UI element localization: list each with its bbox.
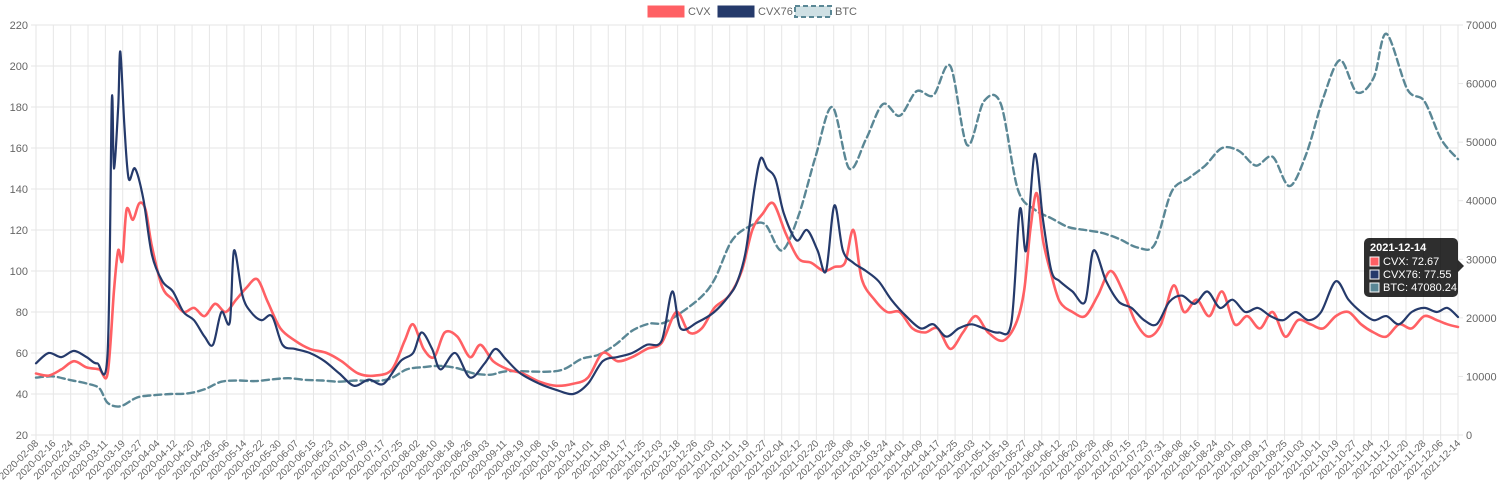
legend-swatch-btc	[794, 5, 832, 18]
tooltip-line: BTC: 47080.24	[1383, 282, 1457, 294]
y-left-tick-label: 180	[10, 102, 28, 114]
legend-item-btc: BTC	[794, 5, 857, 18]
tooltip-title: 2021-12-14	[1370, 242, 1427, 254]
y-right-tick-label: 0	[1466, 430, 1472, 442]
y-right-tick-label: 20000	[1466, 313, 1497, 325]
tooltip-swatch	[1369, 256, 1380, 267]
y-right-tick-label: 50000	[1466, 137, 1497, 149]
y-axis-right: 0 10000 20000 30000 40000 50000 60000 70000	[1466, 20, 1497, 442]
y-left-tick-label: 60	[16, 348, 28, 360]
series-line-cvx76	[34, 50, 1460, 396]
tooltip-line: CVX76: 77.55	[1383, 269, 1452, 281]
y-left-tick-label: 20	[16, 430, 28, 442]
tooltip-swatch	[1369, 282, 1380, 293]
legend-swatch-cvx76	[717, 5, 755, 18]
y-right-tick-label: 60000	[1466, 79, 1497, 91]
legend-item-cvx: CVX	[647, 5, 711, 18]
y-left-tick-label: 140	[10, 184, 28, 196]
tooltip-swatch	[1369, 269, 1380, 280]
legend-item-cvx76: CVX76	[717, 5, 793, 18]
tooltip-box	[1364, 238, 1458, 297]
series-line-cvx	[34, 191, 1460, 388]
y-left-tick-label: 220	[10, 20, 28, 32]
legend-label-cvx76: CVX76	[758, 6, 793, 18]
series-line-btc	[34, 32, 1460, 408]
legend-swatch-cvx	[647, 5, 685, 18]
y-axis-left: 20 40 60 80 100 120 140 160 180 200 220	[10, 20, 28, 442]
y-left-tick-label: 80	[16, 307, 28, 319]
y-left-tick-label: 100	[10, 266, 28, 278]
y-right-tick-label: 70000	[1466, 20, 1497, 32]
legend: CVX CVX76 BTC	[647, 5, 857, 18]
x-axis: 2020-02-082020-02-162020-02-242020-03-03…	[0, 438, 1463, 482]
legend-label-cvx: CVX	[688, 6, 711, 18]
y-right-tick-label: 30000	[1466, 254, 1497, 266]
y-left-tick-label: 200	[10, 61, 28, 73]
tooltip-caret	[1458, 260, 1464, 272]
grid	[31, 24, 1463, 440]
y-left-tick-label: 40	[16, 389, 28, 401]
y-left-tick-label: 120	[10, 225, 28, 237]
series-lines	[34, 32, 1460, 408]
y-right-tick-label: 40000	[1466, 196, 1497, 208]
y-right-tick-label: 10000	[1466, 371, 1497, 383]
y-left-tick-label: 160	[10, 143, 28, 155]
tooltip-line: CVX: 72.67	[1383, 256, 1439, 268]
legend-label-btc: BTC	[835, 6, 857, 18]
